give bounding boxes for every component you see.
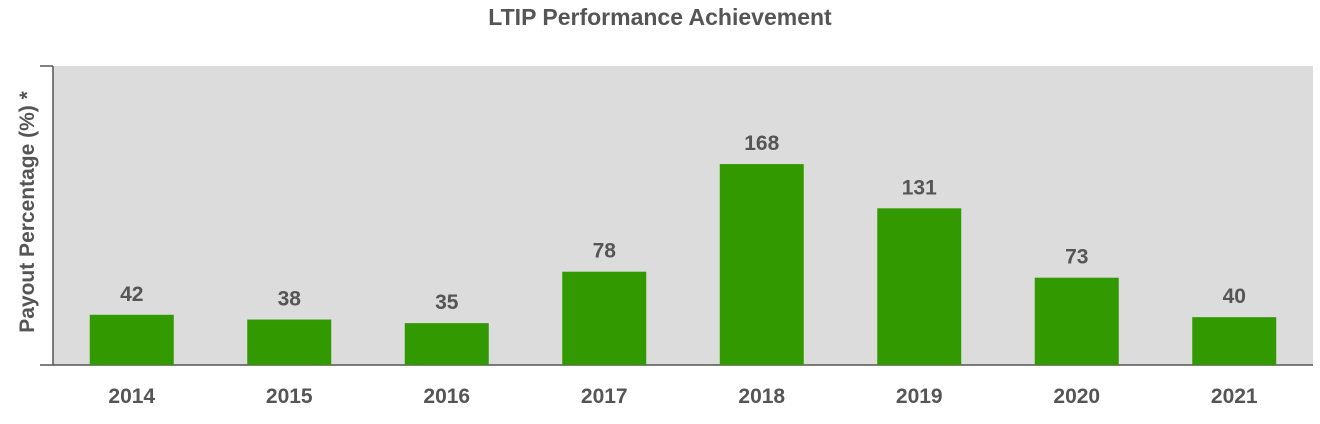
- data-label-2019: 131: [902, 176, 937, 199]
- bar-2019: [877, 208, 962, 365]
- data-label-2020: 73: [1065, 246, 1088, 269]
- x-tick-label-2016: 2016: [423, 385, 470, 408]
- x-tick-label-2018: 2018: [738, 385, 785, 408]
- bar-2017: [562, 271, 647, 365]
- bar-2021: [1192, 317, 1277, 365]
- data-label-2017: 78: [593, 240, 617, 263]
- x-tick-label-2017: 2017: [581, 385, 628, 408]
- x-tick-label-2015: 2015: [266, 385, 313, 408]
- bar-2016: [404, 323, 489, 365]
- bar-2020: [1034, 277, 1119, 365]
- x-tick-label-2019: 2019: [896, 385, 943, 408]
- data-label-2021: 40: [1223, 285, 1246, 308]
- data-label-2016: 35: [435, 291, 459, 314]
- data-label-2018: 168: [744, 132, 779, 155]
- data-label-2015: 38: [278, 288, 302, 311]
- x-tick-label-2020: 2020: [1053, 385, 1100, 408]
- plot-background: [53, 66, 1313, 365]
- x-tick-label-2021: 2021: [1211, 385, 1258, 408]
- bar-2014: [89, 314, 174, 365]
- bar-2015: [247, 319, 332, 365]
- data-label-2014: 42: [120, 283, 143, 306]
- chart-title: LTIP Performance Achievement: [488, 4, 832, 30]
- x-tick-label-2014: 2014: [108, 385, 155, 408]
- bar-2018: [719, 164, 804, 365]
